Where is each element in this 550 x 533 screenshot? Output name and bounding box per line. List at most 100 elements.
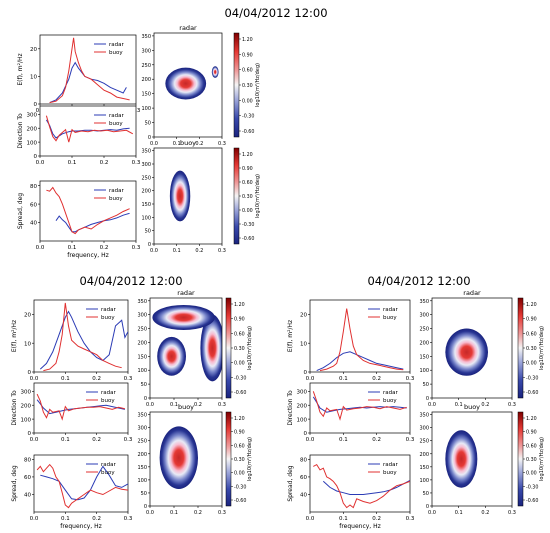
y-axis-label: Direction To [287,390,294,426]
x-tick-label: 0.0 [428,510,436,516]
y-tick-label: 80 [24,458,31,464]
x-tick-label: 0.1 [455,402,463,408]
map-radar: radar 0 50 100 150 200 250 300 350 0.0 0.1 0.2 0.3 [141,24,226,147]
y-tick-label: 0 [34,102,38,108]
y-tick-label: 50 [145,121,151,127]
map-radar: radar 0 50 100 150 200 250 300 350 0.0 0.1 0.2 0.3 [419,289,516,408]
y-tick-label: 0 [28,431,32,437]
y-tick-label: 200 [137,340,147,346]
spectrum-blob [165,67,207,100]
x-tick-label: 0.2 [194,510,202,516]
colorbar-tick-label: -0.60 [526,498,538,504]
series-line-buoy [313,463,410,509]
colorbar: 1.20 0.90 0.60 0.30 0.00 -0.30 -0.60 log10(m²/H… [233,147,261,245]
y-tick-label: 60 [24,475,31,481]
x-tick-label: 0.1 [170,510,178,516]
y-tick-label: 350 [137,299,147,305]
map-title: radar [179,24,197,32]
x-tick-label: 0.0 [30,516,39,522]
y-tick-label: 300 [419,426,429,432]
legend-label-radar: radar [109,188,124,194]
y-tick-label: 0 [28,370,32,376]
x-tick-label: 0.2 [372,376,381,382]
colorbar-tick-label: 1.20 [234,416,245,422]
x-tick-label: 0.1 [61,437,70,443]
x-tick-label: 0.2 [195,141,203,147]
x-tick-label: 0.2 [481,402,489,408]
colorbar: 1.20 0.90 0.60 0.30 0.00 -0.30 -0.60 log10(m²/H… [517,297,545,399]
y-tick-label: 350 [137,413,147,419]
y-tick-label: 300 [141,162,151,168]
y-tick-label: 200 [21,403,32,409]
legend-label-radar: radar [383,462,398,468]
y-tick-label: 150 [141,202,151,208]
colorbar-tick-label: 0.90 [242,166,253,172]
y-tick-label: 0 [34,154,38,160]
map-title: radar [177,289,195,297]
map-frame [431,297,513,399]
x-tick-label: 0.2 [100,245,109,251]
y-tick-label: 300 [137,426,147,432]
y-tick-label: 200 [27,126,38,132]
colorbar-tick-label: 1.20 [242,152,253,158]
legend-label-buoy: buoy [383,315,397,321]
y-tick-label: 60 [30,202,37,208]
x-tick-label: 0.0 [306,376,315,382]
panel-2: 04/04/2012 12:00 0 10 20 0.0 0.1 0.2 0.3 E(f), m… [11,274,253,530]
y-tick-label: 250 [141,175,151,181]
legend-label-radar: radar [109,113,124,119]
colorbar-bar [233,147,240,245]
y-tick-label: 250 [419,327,429,333]
panel-title: 04/04/2012 12:00 [367,274,470,288]
x-tick-label: 0.2 [92,516,101,522]
colorbar-bar [225,297,232,399]
x-tick-label: 0.3 [132,245,141,251]
y-tick-label: 0 [426,396,429,402]
y-tick-label: 350 [419,299,429,305]
colorbar-label: log10(m²/Hz/deg) [247,437,253,481]
x-tick-label: 0.3 [218,248,226,254]
y-tick-label: 300 [419,313,429,319]
line-plot-1: 0 10 20 0.0 0.1 0.2 0.3 E(f), m²/Hz radar buoy [11,299,133,382]
colorbar-tick-label: -0.30 [242,114,254,120]
legend-label-buoy: buoy [109,196,123,202]
spectrum-blob [211,66,219,78]
colorbar-bar [517,297,524,399]
y-tick-label: 0 [144,396,147,402]
colorbar-bar [233,32,240,138]
line-plot-2: 0 100 200 300 0.0 0.1 0.2 0.3 Direction To radar b… [287,382,415,443]
plot-frame [309,454,411,513]
colorbar: 1.20 0.90 0.60 0.30 0.00 -0.30 -0.60 log10(m²/H… [233,32,261,138]
colorbar-tick-label: 0.30 [242,194,253,200]
y-tick-label: 350 [141,149,151,155]
y-tick-label: 0 [148,242,151,248]
x-tick-label: 0.1 [170,402,178,408]
y-tick-label: 300 [21,390,32,396]
y-tick-label: 100 [419,368,429,374]
y-tick-label: 0 [148,135,151,141]
colorbar-label: log10(m²/Hz/deg) [539,326,545,370]
colorbar-tick-label: 1.20 [526,302,537,308]
y-axis-label: E(f), m²/Hz [11,320,18,352]
colorbar-tick-label: -0.60 [234,498,246,504]
legend-label-buoy: buoy [101,315,115,321]
legend-label-buoy: buoy [101,398,115,404]
x-tick-label: 0.1 [68,245,77,251]
x-tick-label: 0.0 [30,437,39,443]
line-plot-1: 0 10 20 0.0 0.1 0.2 0.3 E(f), m²/Hz radar buoy [287,299,415,382]
y-tick-label: 20 [24,313,31,319]
y-tick-label: 300 [141,48,151,54]
y-axis-label: E(f), m²/Hz [287,320,294,352]
x-tick-label: 0.3 [508,510,516,516]
colorbar-tick-label: -0.60 [242,129,254,135]
legend-label-radar: radar [101,390,116,396]
y-tick-label: 200 [141,77,151,83]
legend-label-buoy: buoy [109,50,123,56]
colorbar-label: log10(m²/Hz/deg) [255,63,261,107]
y-tick-label: 0 [426,504,429,510]
colorbar-tick-label: -0.60 [526,390,538,396]
panel-title: 04/04/2012 12:00 [79,274,182,288]
y-tick-label: 200 [137,452,147,458]
y-tick-label: 10 [24,341,31,347]
x-tick-label: 0.3 [218,510,226,516]
